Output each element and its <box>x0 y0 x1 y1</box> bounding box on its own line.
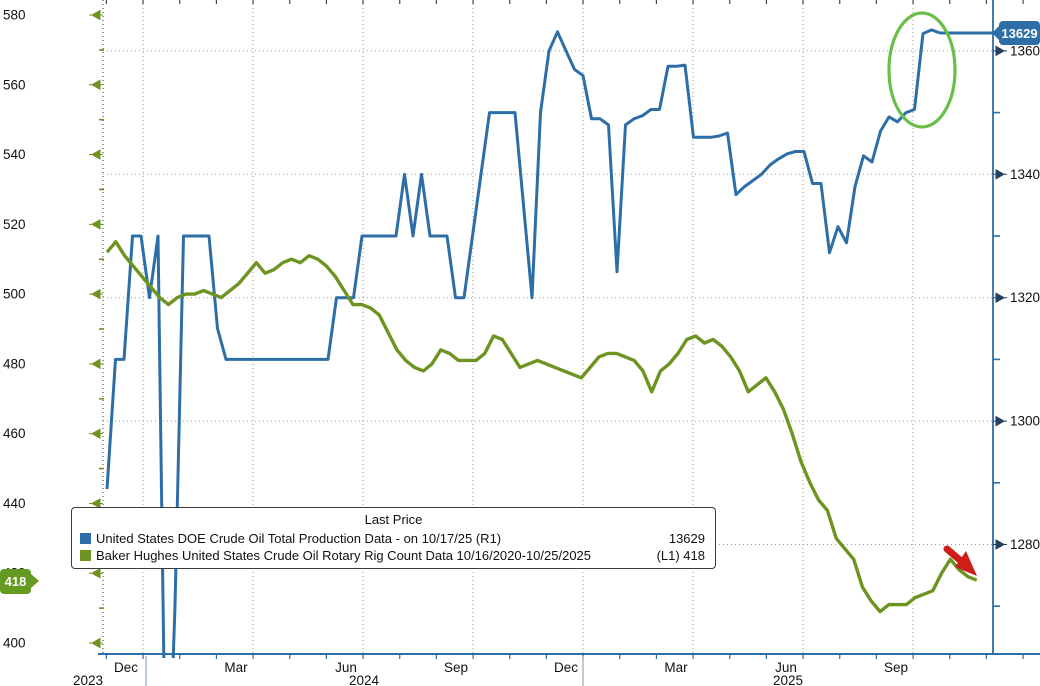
svg-text:13000: 13000 <box>1010 414 1040 429</box>
svg-text:500: 500 <box>3 287 26 302</box>
legend-row-rig-count: Baker Hughes United States Crude Oil Rot… <box>80 547 705 563</box>
legend-title: Last Price <box>364 512 423 527</box>
production-last-price: 13629 <box>668 530 705 546</box>
svg-text:2023: 2023 <box>73 673 103 686</box>
trend-arrow <box>943 545 977 576</box>
rig-count-series-swatch <box>80 549 91 561</box>
svg-text:Jun: Jun <box>335 660 357 675</box>
svg-text:13600: 13600 <box>1010 43 1040 58</box>
svg-text:Dec: Dec <box>554 660 578 675</box>
svg-text:Sep: Sep <box>884 660 908 675</box>
svg-text:Sep: Sep <box>444 660 468 675</box>
legend-box: Last Price United States DOE Crude Oil T… <box>71 507 716 569</box>
svg-text:480: 480 <box>3 356 26 371</box>
left-axis-labels: 580560540520500480460440420400 <box>3 8 104 651</box>
svg-text:Dec: Dec <box>114 660 138 675</box>
production-last-value-badge: 13629 <box>992 21 1040 45</box>
svg-text:13200: 13200 <box>1010 290 1040 305</box>
svg-text:460: 460 <box>3 426 26 441</box>
horizontal-gridlines <box>103 50 993 545</box>
svg-text:12800: 12800 <box>1010 537 1040 552</box>
svg-text:580: 580 <box>3 8 26 23</box>
production-badge-value: 13629 <box>1001 25 1038 41</box>
svg-text:400: 400 <box>3 636 26 651</box>
x-axis-labels: Dec Mar Jun Sep Dec Mar Jun Sep 2023 2024 2025 <box>73 656 908 686</box>
legend-row-production: United States DOE Crude Oil Total Produc… <box>80 530 705 546</box>
svg-text:Mar: Mar <box>224 660 248 675</box>
right-axis-labels: 13600 13400 13200 13000 12800 <box>993 43 1040 607</box>
svg-text:560: 560 <box>3 77 26 92</box>
rig-count-line <box>105 240 978 614</box>
svg-text:Mar: Mar <box>664 660 688 675</box>
svg-text:2024: 2024 <box>349 673 380 686</box>
production-series-label: United States DOE Crude Oil Total Produc… <box>96 530 502 546</box>
production-line <box>105 28 941 658</box>
rig-count-last-value-badge: 418 <box>0 569 39 594</box>
rig-count-last-price: (L1) 418 <box>656 547 705 563</box>
production-series-swatch <box>80 532 91 544</box>
rig-count-series-label: Baker Hughes United States Crude Oil Rot… <box>96 547 592 563</box>
svg-text:440: 440 <box>3 496 26 511</box>
highlight-ellipse <box>887 11 957 129</box>
svg-text:520: 520 <box>3 217 26 232</box>
svg-text:Jun: Jun <box>775 660 797 675</box>
rig-count-badge-value: 418 <box>4 574 27 589</box>
svg-text:540: 540 <box>3 147 26 162</box>
svg-text:2025: 2025 <box>773 673 803 686</box>
svg-text:13400: 13400 <box>1010 167 1040 182</box>
